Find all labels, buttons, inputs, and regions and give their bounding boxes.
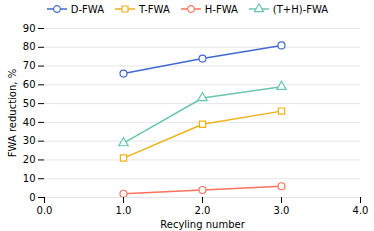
- svg-text:40: 40: [23, 117, 36, 128]
- svg-text:2.0: 2.0: [195, 205, 211, 216]
- svg-text:1.0: 1.0: [116, 205, 132, 216]
- svg-text:20: 20: [23, 154, 36, 165]
- svg-text:3.0: 3.0: [274, 205, 290, 216]
- svg-text:10: 10: [23, 173, 36, 184]
- html-text:H-FWA: H-FWA: [204, 3, 238, 15]
- svg-text:90: 90: [23, 23, 36, 34]
- svg-text:70: 70: [23, 60, 36, 71]
- svg-text:80: 80: [23, 41, 36, 52]
- svg-text:Recyling number: Recyling number: [160, 219, 245, 230]
- html-text:(T+H)-FWA: (T+H)-FWA: [272, 3, 329, 15]
- svg-text:60: 60: [23, 79, 36, 90]
- html-text:T-FWA: T-FWA: [139, 3, 170, 15]
- svg-text:50: 50: [23, 98, 36, 109]
- html-text:D-FWA: D-FWA: [70, 3, 104, 15]
- svg-text:0.0: 0.0: [37, 205, 53, 216]
- svg-text:30: 30: [23, 135, 36, 146]
- svg-text:4.0: 4.0: [353, 205, 369, 216]
- svg-text:0: 0: [29, 192, 35, 203]
- svg-text:FWA reduction, %: FWA reduction, %: [7, 69, 18, 157]
